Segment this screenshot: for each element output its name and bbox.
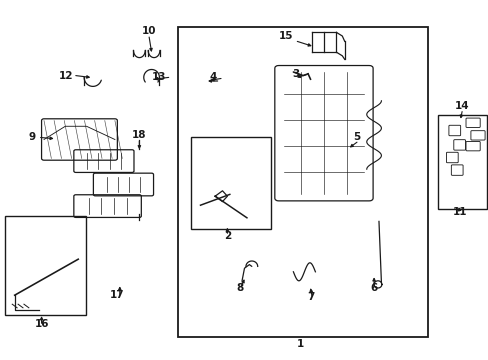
Text: 7: 7 [306, 292, 314, 302]
Text: 1: 1 [297, 339, 304, 349]
Text: 16: 16 [34, 319, 49, 329]
Text: 11: 11 [451, 207, 466, 217]
Text: 18: 18 [132, 130, 146, 140]
Text: 2: 2 [224, 231, 230, 241]
Bar [190, 137, 271, 229]
Text: 12: 12 [59, 71, 73, 81]
Bar [5, 216, 85, 315]
Text: 5: 5 [353, 132, 360, 142]
Text: 10: 10 [142, 26, 156, 36]
Text: 9: 9 [28, 132, 35, 142]
Text: 15: 15 [278, 31, 293, 41]
Text: 3: 3 [292, 69, 299, 79]
Text: 6: 6 [370, 283, 377, 293]
Text: 17: 17 [110, 290, 124, 300]
Bar [178, 27, 427, 337]
Bar [437, 115, 486, 209]
Text: 4: 4 [208, 72, 216, 82]
Text: 14: 14 [454, 101, 468, 111]
Text: 8: 8 [236, 283, 243, 293]
Text: 13: 13 [151, 72, 166, 82]
